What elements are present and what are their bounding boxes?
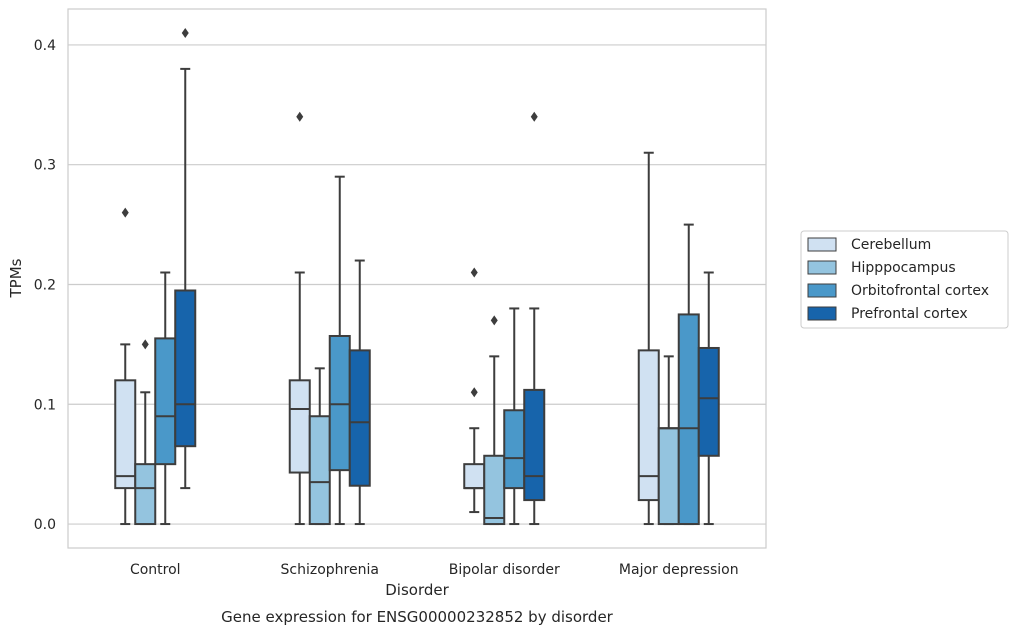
box-cerebellum <box>114 207 137 526</box>
box-iqr <box>288 379 311 474</box>
legend-swatch <box>807 237 837 252</box>
legend-swatch <box>807 260 837 275</box>
box-prefrontal-cortex <box>697 271 720 526</box>
y-tick-label: 0.3 <box>34 158 56 174</box>
legend-swatch <box>807 306 837 321</box>
box-iqr <box>483 454 506 526</box>
chart-caption: Gene expression for ENSG00000232852 by d… <box>221 608 614 626</box>
box-orbitofrontal-cortex <box>328 175 351 526</box>
legend-label: Orbitofrontal cortex <box>851 283 989 299</box>
box-cerebellum <box>463 267 486 514</box>
box-iqr <box>154 337 177 466</box>
box-hipppocampus <box>657 355 680 526</box>
outlier-point <box>296 111 304 122</box>
y-tick-label: 0.4 <box>34 38 56 54</box>
x-tick-labels: Control Schizophrenia Bipolar disorder Majo… <box>130 562 739 578</box>
y-tick-label: 0.0 <box>34 517 56 533</box>
legend-label: Prefrontal cortex <box>851 306 968 322</box>
plot-frame <box>67 8 767 549</box>
outlier-point <box>141 339 149 350</box>
legend-swatch <box>807 283 837 298</box>
box-orbitofrontal-cortex <box>154 271 177 526</box>
box-hipppocampus <box>483 315 506 526</box>
box-iqr <box>348 349 371 487</box>
y-tick-labels: 0.0 0.1 0.2 0.3 0.4 <box>34 38 56 533</box>
y-axis-label: TPMs <box>7 258 25 298</box>
box-iqr <box>657 427 680 526</box>
box-iqr <box>697 346 720 457</box>
box-hipppocampus <box>308 367 331 526</box>
box-iqr <box>523 388 546 502</box>
y-tick-label: 0.2 <box>34 277 56 293</box>
box-orbitofrontal-cortex <box>677 223 700 526</box>
box-iqr <box>308 415 331 526</box>
x-tick-label: Control <box>130 562 181 578</box>
legend: Cerebellum Hipppocampus Orbitofrontal cort… <box>800 230 1009 329</box>
outlier-point <box>121 207 129 218</box>
outlier-point <box>470 387 478 398</box>
box-iqr <box>463 463 486 490</box>
legend-frame <box>800 230 1009 329</box>
box-cerebellum <box>288 111 311 526</box>
box-iqr <box>174 289 197 448</box>
box-iqr <box>134 463 157 526</box>
box-prefrontal-cortex <box>348 259 371 526</box>
legend-label: Hipppocampus <box>851 260 956 276</box>
x-axis-label: Disorder <box>385 581 449 599</box>
box-cerebellum <box>637 151 660 526</box>
x-tick-label: Schizophrenia <box>281 562 379 578</box>
outlier-point <box>181 27 189 38</box>
outlier-point <box>530 111 538 122</box>
box-orbitofrontal-cortex <box>503 307 526 526</box>
x-tick-label: Major depression <box>619 562 739 578</box>
box-iqr <box>114 379 137 490</box>
x-tick-label: Bipolar disorder <box>449 562 560 578</box>
legend-label: Cerebellum <box>851 237 931 253</box>
box-prefrontal-cortex <box>523 111 546 526</box>
box-iqr <box>328 334 351 472</box>
box-iqr <box>677 313 700 526</box>
boxes <box>114 27 720 526</box>
y-tick-label: 0.1 <box>34 397 56 413</box>
outlier-point <box>470 267 478 278</box>
box-iqr <box>503 409 526 490</box>
box-prefrontal-cortex <box>174 27 197 490</box>
box-hipppocampus <box>134 339 157 526</box>
outlier-point <box>490 315 498 326</box>
box-iqr <box>637 349 660 502</box>
